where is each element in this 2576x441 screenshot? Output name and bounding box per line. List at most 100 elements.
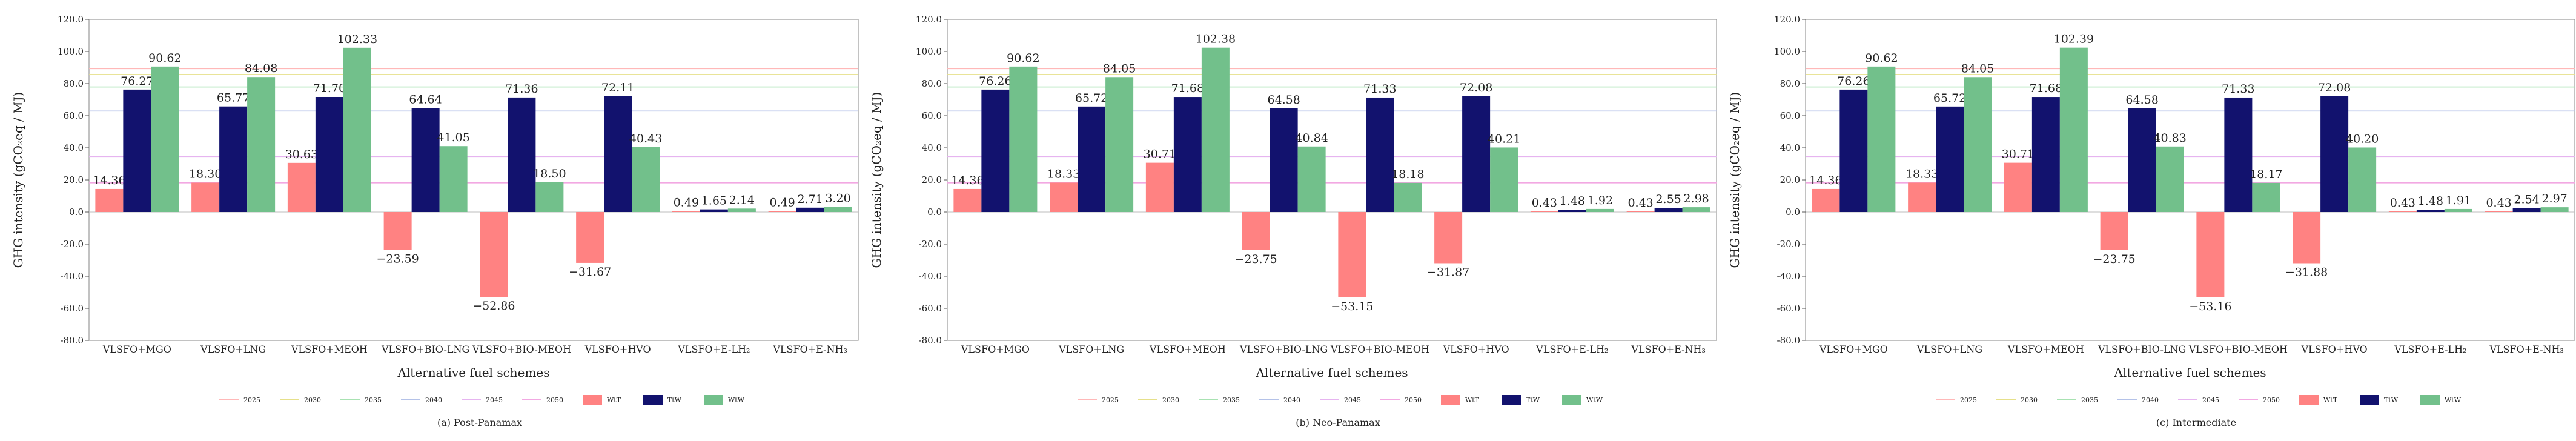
y-tick-label: 20.0 [64,174,84,185]
legend-label: 2045 [1344,396,1361,404]
data-label: 0.43 [1627,196,1653,210]
data-label: 0.43 [2390,196,2415,210]
data-label: 71.33 [1363,82,1396,96]
data-label: 1.65 [701,194,727,208]
x-category-label: VLSFO+BIO-MEOH [472,343,571,355]
bar-wtw [343,47,371,212]
data-label: 65.72 [1933,91,1966,105]
chart-panel-3: -80.0 -60.0 -40.0 -20.0 0.0 20.0 40.0 60.0 80.0 1… [1727,14,2575,428]
data-label: 71.68 [1171,82,1204,95]
y-tick-label: -40.0 [61,271,84,282]
bar-wtw [1586,208,1614,212]
data-label: 76.26 [979,75,1012,88]
data-label: 64.58 [2125,93,2158,107]
y-tick-label: -40.0 [919,271,942,282]
bar-ttw [1173,97,1202,212]
bar-wtw [2252,182,2280,212]
data-label: 1.91 [2446,194,2471,207]
bar-wtt [191,182,220,212]
legend-label: WtT [2323,396,2338,404]
y-tick-label: 120.0 [916,14,942,25]
y-tick-label: -60.0 [1777,303,1800,314]
y-tick-label: 100.0 [916,46,942,57]
y-axis-label: GHG intensity (gCO₂eq / MJ) [869,92,884,268]
x-category-label: VLSFO+BIO-LNG [381,343,469,355]
data-label: 84.08 [245,62,277,75]
data-label: 90.62 [148,51,181,65]
y-tick-label: -80.0 [919,335,942,346]
data-label: 14.36 [1809,174,1842,187]
data-label: 40.21 [1488,132,1520,145]
legend-swatch-wtt [583,395,602,405]
data-label: 64.58 [1267,93,1300,107]
bar-ttw [2416,210,2445,212]
data-label: −52.86 [472,299,515,313]
data-label: 18.17 [2250,168,2282,181]
bar-ttw [2128,108,2156,212]
bar-ttw [1839,89,1868,212]
bar-ttw [2320,96,2349,212]
legend-label: TtW [667,396,682,404]
y-tick-label: 40.0 [64,142,84,153]
chart-panel-2: -80.0 -60.0 -40.0 -20.0 0.0 20.0 40.0 60.0 80.0 1… [869,14,1717,428]
data-label: 30.71 [1144,148,1176,161]
y-tick-label: -60.0 [61,303,84,314]
y-tick-label: -80.0 [1777,335,1800,346]
data-label: 71.70 [313,82,346,95]
bar-wtt [1434,212,1463,264]
bar-wtt [2004,162,2032,212]
data-label: 0.43 [2486,196,2511,210]
bar-wtw [824,207,852,212]
x-category-label: VLSFO+LNG [200,343,266,355]
data-label: 2.54 [2514,193,2539,206]
x-category-label: VLSFO+HVO [2301,343,2368,355]
data-label: 18.33 [1906,167,1938,181]
data-label: 40.84 [1295,131,1328,145]
data-label: 18.30 [189,168,222,181]
chart-panel-1: -80.0 -60.0 -40.0 -20.0 0.0 20.0 40.0 60.0 80.0 1… [11,14,859,428]
bar-ttw [604,96,632,212]
x-category-label: VLSFO+E-LH₂ [1535,343,1608,355]
legend-label: 2050 [2263,396,2280,404]
bar-ttw [315,96,343,212]
y-tick-label: 120.0 [58,14,84,25]
data-label: 30.63 [285,148,318,161]
data-label: 30.71 [2002,148,2035,161]
bar-ttw [1270,108,1298,212]
legend-swatch-wtt [1441,395,1460,405]
data-label: 2.98 [1683,192,1709,205]
data-label: 1.92 [1588,194,1613,207]
bar-wtt [1812,188,1840,212]
data-label: 1.48 [2418,194,2443,208]
bar-wtw [727,208,756,212]
bar-ttw [1558,210,1586,212]
bar-ttw [981,89,1010,212]
data-label: 18.18 [1391,168,1424,181]
x-category-label: VLSFO+BIO-MEOH [2188,343,2288,355]
y-tick-label: -40.0 [1777,271,1800,282]
data-label: 40.20 [2346,132,2379,145]
data-label: 71.36 [505,82,538,96]
x-category-label: VLSFO+LNG [1916,343,1982,355]
bar-ttw [1078,106,1106,212]
bar-ttw [1654,208,1683,212]
bar-wtt [2388,211,2417,212]
y-tick-label: -60.0 [919,303,942,314]
data-label: −53.15 [1331,300,1373,313]
x-category-label: VLSFO+MEOH [2007,343,2084,355]
bar-wtt [95,188,124,212]
x-category-label: VLSFO+BIO-LNG [1239,343,1328,355]
y-tick-label: 80.0 [64,78,84,89]
legend-label: 2025 [243,396,260,404]
legend-label: WtT [1465,396,1480,404]
bar-ttw [1462,96,1491,212]
bar-wtt [576,212,604,263]
y-tick-label: 100.0 [58,46,84,57]
y-tick-label: 80.0 [922,78,942,89]
bar-wtt [2196,212,2225,297]
y-tick-label: -80.0 [61,335,84,346]
bar-wtt [287,162,316,212]
y-tick-label: 60.0 [64,110,84,121]
legend-label: 2040 [1283,396,1300,404]
legend-label: 2035 [1223,396,1240,404]
